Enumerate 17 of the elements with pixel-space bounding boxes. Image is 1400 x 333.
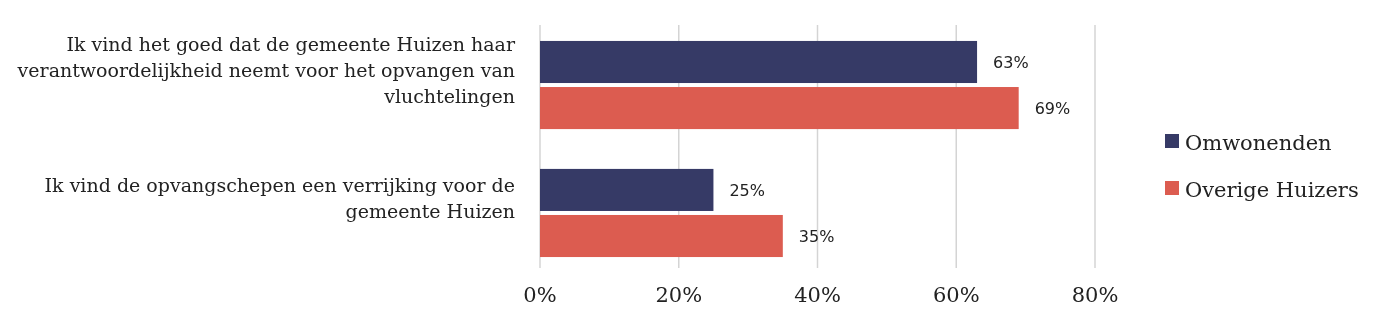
legend-label: Omwonenden [1185,131,1332,156]
x-tick-label: 40% [794,283,841,307]
x-tick-label: 0% [523,283,557,307]
data-label: 63% [993,52,1029,72]
data-label: 69% [1034,98,1071,118]
x-tick-label: 60% [932,283,980,307]
y-tick-label: Ik vind het goed dat de gemeente Huizen haar verantwoordelijkheid neemt voor het opvangen van vluchtelingen [16,33,516,108]
bar [540,168,714,211]
legend-label: Overige Huizers [1185,178,1359,203]
data-label: 35% [798,226,835,246]
bar [540,87,1019,130]
data-label: 25% [729,180,765,200]
x-tick-label: 20% [655,283,703,307]
y-tick-label: Ik vind de opvangschepen een verrijking voor de gemeente Huizen [44,173,515,222]
bar [540,214,783,258]
bar [540,40,978,84]
x-tick-label: 80% [1071,283,1119,307]
